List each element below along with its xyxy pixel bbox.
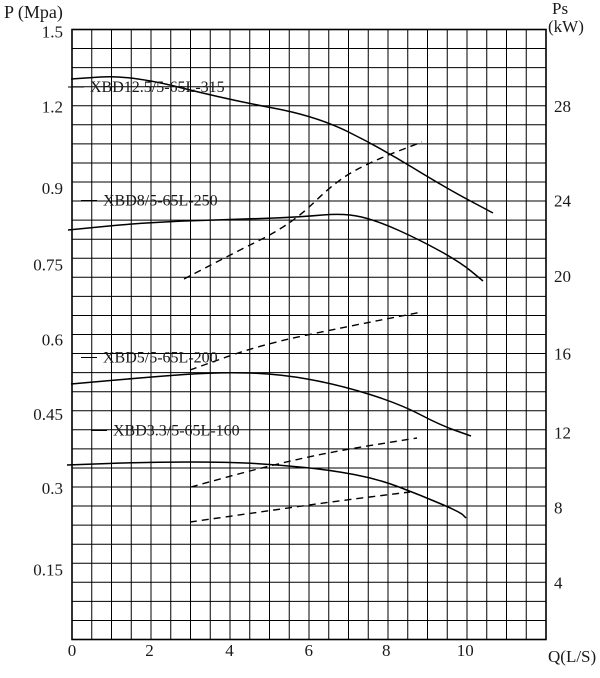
svg-text:P (Mpa): P (Mpa) xyxy=(4,2,63,23)
svg-text:8: 8 xyxy=(554,499,563,518)
svg-text:Ps: Ps xyxy=(552,0,568,18)
svg-text:0.9: 0.9 xyxy=(42,179,63,198)
svg-text:16: 16 xyxy=(554,345,571,364)
svg-text:0.6: 0.6 xyxy=(42,330,63,349)
svg-text:0.45: 0.45 xyxy=(33,405,63,424)
svg-text:28: 28 xyxy=(554,97,571,116)
svg-text:Q(L/S): Q(L/S) xyxy=(548,647,596,666)
svg-text:2: 2 xyxy=(145,641,154,660)
svg-text:0.3: 0.3 xyxy=(42,479,63,498)
svg-text:XBD3.3/5-65L-160: XBD3.3/5-65L-160 xyxy=(113,423,240,440)
svg-text:8: 8 xyxy=(382,641,391,660)
svg-text:4: 4 xyxy=(554,574,563,593)
svg-text:4: 4 xyxy=(225,641,234,660)
svg-text:XBD12.5/5-65L-315: XBD12.5/5-65L-315 xyxy=(90,79,225,96)
svg-text:12: 12 xyxy=(554,424,571,443)
svg-text:10: 10 xyxy=(457,641,474,660)
svg-text:20: 20 xyxy=(554,267,571,286)
svg-text:1.5: 1.5 xyxy=(42,23,63,42)
svg-text:XBD5/5-65L-200: XBD5/5-65L-200 xyxy=(103,350,218,367)
svg-text:6: 6 xyxy=(304,641,313,660)
svg-text:XBD8/5-65L-250: XBD8/5-65L-250 xyxy=(103,193,218,210)
svg-text:24: 24 xyxy=(554,192,572,211)
svg-text:0.75: 0.75 xyxy=(33,256,63,275)
svg-text:0: 0 xyxy=(68,641,77,660)
svg-text:(kW): (kW) xyxy=(548,17,584,36)
svg-text:1.2: 1.2 xyxy=(42,98,63,117)
svg-text:0.15: 0.15 xyxy=(33,561,63,580)
